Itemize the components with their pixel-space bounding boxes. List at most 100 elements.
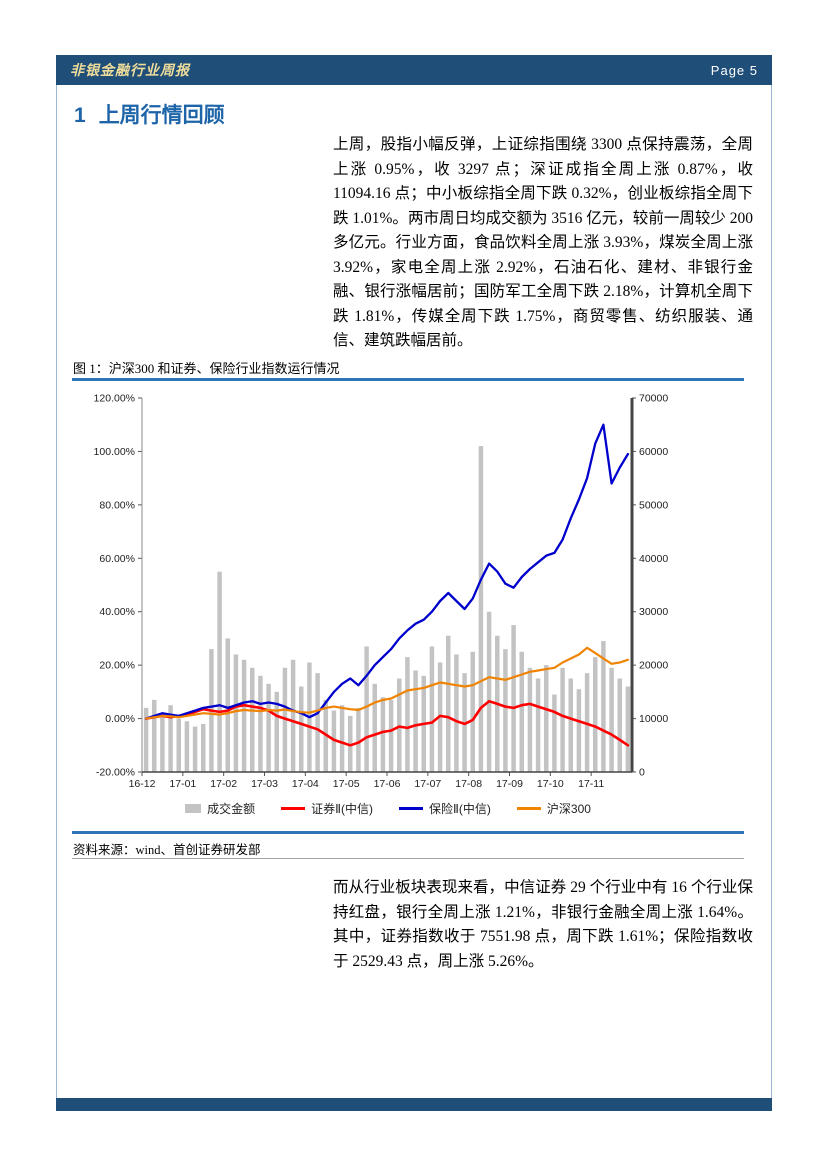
right-axis-label: 40000 (639, 553, 668, 565)
series-line-2 (144, 646, 630, 720)
volume-bar (380, 697, 386, 772)
right-axis-label: 60000 (639, 446, 668, 458)
legend-item-series-2-swatch (516, 807, 541, 810)
left-axis-label: 120.00% (94, 393, 135, 405)
legend-item-series-0-swatch (281, 807, 306, 810)
volume-bar (274, 691, 279, 772)
section-number: 1 (74, 104, 86, 127)
right-axis-label: 50000 (639, 499, 668, 511)
volume-bar (601, 641, 606, 772)
figure-caption: 图 1：沪深300 和证券、保险行业指数运行情况 (73, 361, 340, 376)
volume-bar (168, 705, 173, 772)
volume-bar (617, 678, 622, 772)
volume-bar (331, 710, 337, 772)
volume-bar (266, 683, 271, 772)
volume-bar (544, 665, 549, 772)
volume-bar (397, 678, 402, 772)
legend-item-volume-label: 成交金额 (207, 802, 256, 816)
volume-bar (625, 686, 631, 772)
volume-bar (184, 721, 190, 772)
volume-bar (290, 659, 296, 772)
legend-item-series-1-label: 保险Ⅱ(中信) (428, 802, 491, 816)
volume-bar (552, 694, 557, 772)
volume-bar (560, 667, 565, 772)
right-axis-label: 70000 (639, 393, 668, 405)
volume-bar (356, 707, 361, 772)
right-axis-label: 30000 (639, 606, 668, 618)
volume-bar (527, 667, 533, 772)
volume-bar (315, 673, 320, 772)
volume-bar (609, 667, 614, 772)
left-axis-label: 0.00% (105, 713, 135, 725)
chart-canvas: 120.00% 100.00% 80.00% 60.00% 40.00% 20.00% 0.… (94, 393, 669, 791)
volume-bar (511, 625, 516, 772)
paragraph-sector-review: 而从行业板块表现来看，中信证券 29 个行业中有 16 个行业保持红盘，银行全周… (333, 879, 753, 970)
legend-item-volume: 成交金额 (185, 800, 255, 817)
left-axis-label: -20.00% (96, 767, 135, 779)
volume-bar (192, 726, 198, 772)
x-axis-label: 17-09 (496, 778, 523, 790)
series-line-0 (144, 699, 630, 747)
volume-bar (535, 678, 541, 772)
x-axis-label: 17-07 (414, 778, 441, 790)
x-axis-label: 17-11 (578, 778, 604, 790)
page-number-label: Page 5 (710, 62, 758, 78)
right-axis-label: 0 (639, 767, 645, 779)
volume-bar (152, 699, 157, 772)
volume-bar (388, 699, 394, 772)
x-axis-label: 17-10 (537, 778, 564, 790)
volume-bar (478, 446, 484, 772)
left-axis-label: 100.00% (94, 446, 135, 458)
volume-bar (593, 657, 598, 772)
volume-bar (568, 678, 573, 772)
volume-bar (413, 670, 418, 772)
right-axis-label: 20000 (639, 660, 668, 672)
left-axis-label: 40.00% (99, 606, 135, 618)
x-axis-label: 16-12 (129, 778, 156, 790)
volume-bar (241, 659, 247, 772)
volume-bar (143, 707, 149, 772)
volume-bar (176, 718, 181, 772)
volume-bar (233, 654, 239, 772)
paragraph-market-review: 上周，股指小幅反弹，上证综指围绕 3300 点保持震荡，全周上涨 0.95%，收… (333, 136, 753, 349)
volume-bar (372, 683, 377, 772)
figure-rule-bottom (72, 831, 744, 834)
volume-bar (454, 654, 459, 772)
footer-bar (56, 1098, 772, 1111)
section-title: 上周行情回顾 (98, 104, 225, 127)
right-axis-label: 10000 (639, 713, 668, 725)
volume-bar (364, 646, 369, 772)
x-axis-label: 17-03 (251, 778, 278, 790)
volume-bar (201, 723, 206, 772)
volume-bar (405, 657, 410, 772)
volume-bar (160, 713, 165, 772)
volume-bar (339, 705, 345, 772)
chart-legend: 成交金额 证券Ⅱ(中信) 保险Ⅱ(中信) 沪深300 (88, 800, 688, 817)
volume-bar (470, 651, 475, 772)
x-axis-label: 17-05 (333, 778, 360, 790)
volume-bars (143, 446, 631, 772)
x-axis-label: 17-06 (374, 778, 401, 790)
legend-item-series-0: 证券Ⅱ(中信) (281, 800, 373, 817)
left-axis-label: 20.00% (99, 660, 135, 672)
section-heading: 1 上周行情回顾 (74, 99, 225, 129)
volume-bar (217, 571, 222, 772)
legend-item-series-1: 保险Ⅱ(中信) (398, 800, 491, 817)
figure-1-chart: 120.00% 100.00% 80.00% 60.00% 40.00% 20.00% 0.… (88, 390, 688, 817)
volume-bar (225, 638, 230, 772)
figure-rule-top (72, 378, 744, 381)
source-note: 资料来源：wind、首创证券研发部 (73, 843, 261, 857)
volume-bar (503, 649, 508, 772)
x-axis-label: 17-04 (292, 778, 319, 790)
volume-bar (258, 675, 263, 772)
series-line-1 (144, 423, 630, 720)
legend-item-series-2-label: 沪深300 (546, 802, 591, 816)
volume-bar (486, 611, 492, 772)
page-border-left (56, 85, 57, 1098)
legend-item-series-1-swatch (398, 807, 423, 810)
legend-item-volume-swatch (185, 804, 202, 813)
header-bar: 非银金融行业周报 Page 5 (56, 55, 772, 85)
legend-item-series-0-label: 证券Ⅱ(中信) (311, 802, 373, 816)
x-axis-label: 17-01 (169, 778, 196, 790)
